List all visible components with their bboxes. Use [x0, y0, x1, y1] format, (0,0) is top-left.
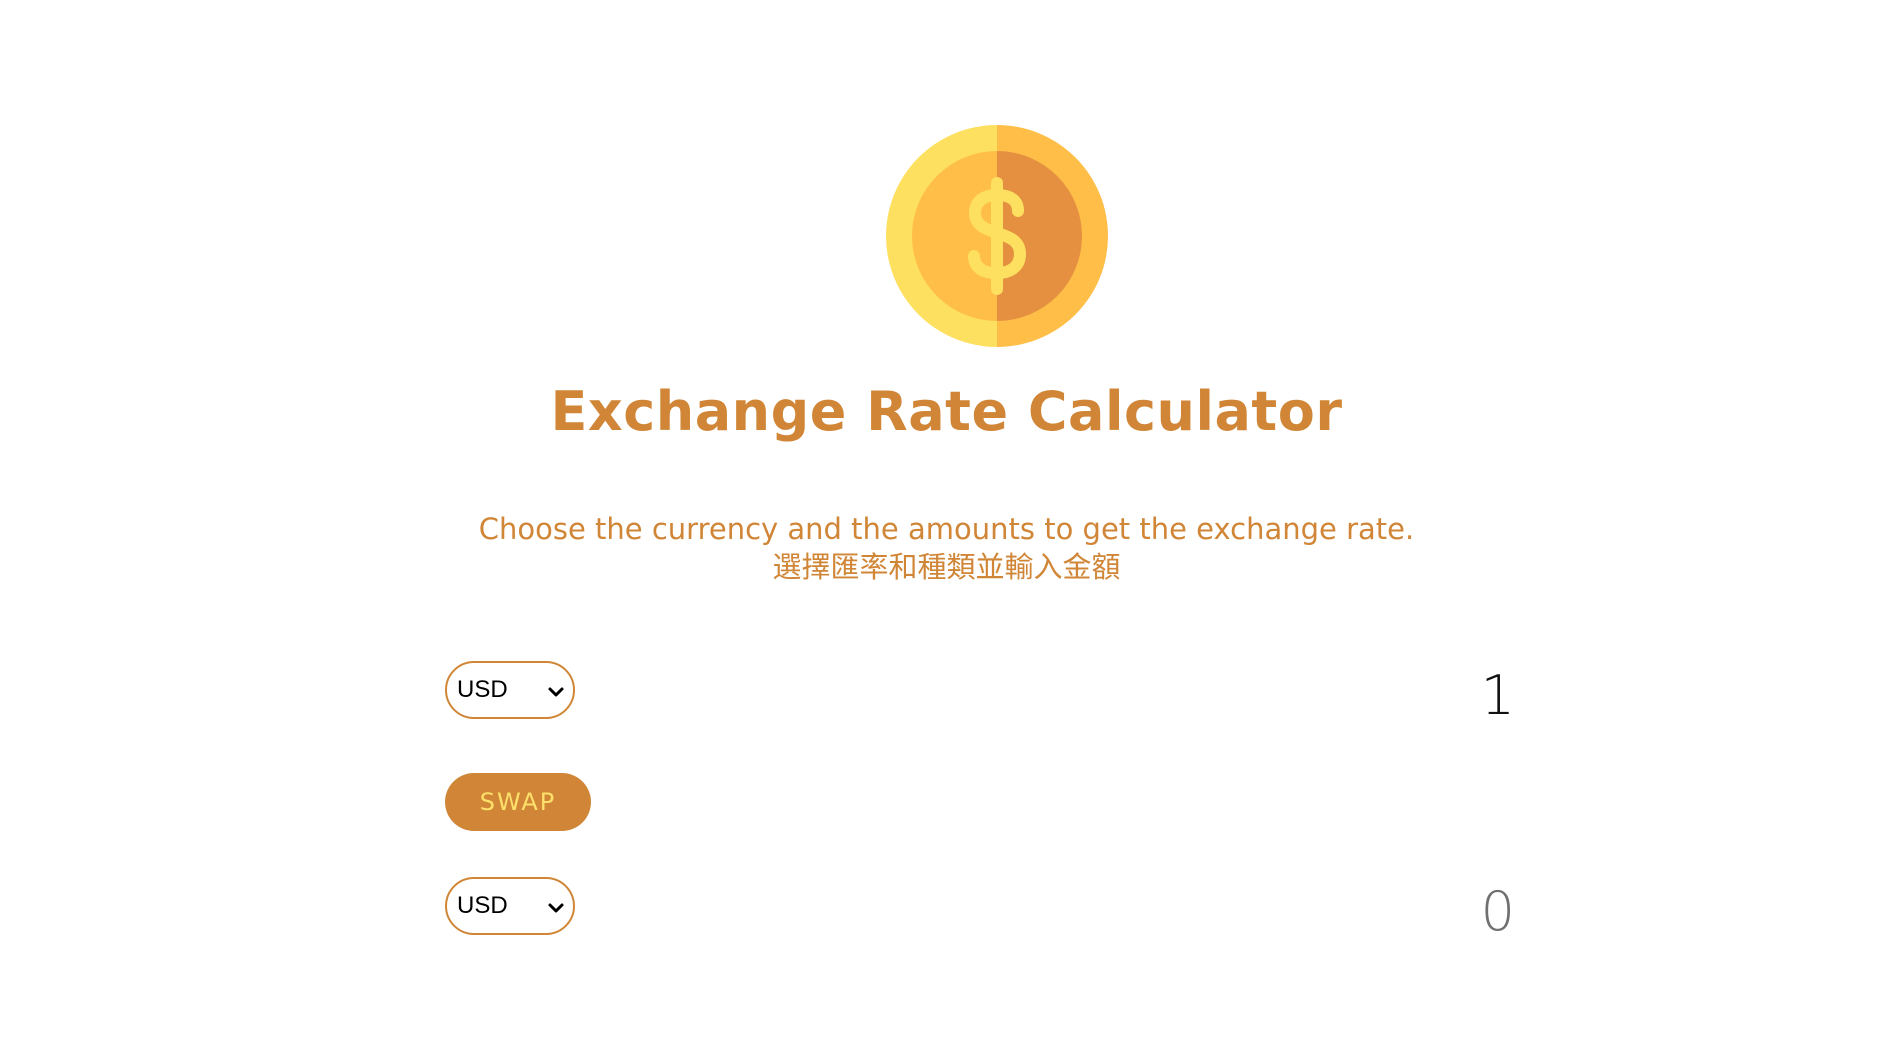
chevron-down-icon [548, 687, 564, 697]
instructions-chinese: 選擇匯率和種類並輸入金額 [772, 550, 1121, 584]
from-currency-select[interactable]: USD [445, 661, 575, 719]
chevron-down-icon [548, 903, 564, 913]
instructions-english: Choose the currency and the amounts to g… [478, 512, 1415, 546]
to-currency-row: USD 0 [445, 877, 1515, 943]
to-currency-select[interactable]: USD [445, 877, 575, 935]
from-currency-value: USD [457, 676, 508, 703]
swap-button[interactable]: SWAP [445, 773, 591, 831]
page-title: Exchange Rate Calculator [550, 380, 1343, 443]
to-amount-input[interactable]: 0 [1480, 880, 1515, 943]
to-currency-value: USD [457, 892, 508, 919]
instructions: Choose the currency and the amounts to g… [0, 510, 1893, 586]
coin-dollar-icon [886, 125, 1108, 347]
from-currency-row: USD 1 [445, 661, 1515, 727]
from-amount-input[interactable]: 1 [1480, 664, 1515, 727]
